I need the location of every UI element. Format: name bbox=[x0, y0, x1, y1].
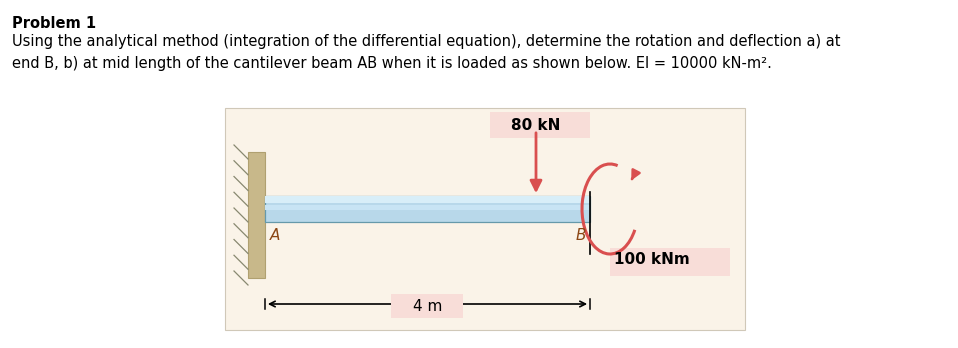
Bar bbox=[265, 205, 590, 210]
Text: 100 kNm: 100 kNm bbox=[614, 252, 690, 267]
Text: B: B bbox=[576, 228, 586, 243]
FancyBboxPatch shape bbox=[490, 112, 590, 138]
Text: A: A bbox=[270, 228, 281, 243]
FancyBboxPatch shape bbox=[610, 248, 730, 276]
Bar bbox=[265, 196, 590, 203]
FancyBboxPatch shape bbox=[392, 294, 464, 318]
Text: 80 kN: 80 kN bbox=[512, 118, 560, 133]
Text: Problem 1: Problem 1 bbox=[12, 16, 96, 31]
Bar bbox=[248, 152, 265, 278]
Text: 4 m: 4 m bbox=[413, 299, 443, 314]
Bar bbox=[225, 108, 745, 330]
Bar bbox=[265, 196, 590, 222]
Text: Using the analytical method (integration of the differential equation), determin: Using the analytical method (integration… bbox=[12, 34, 840, 71]
